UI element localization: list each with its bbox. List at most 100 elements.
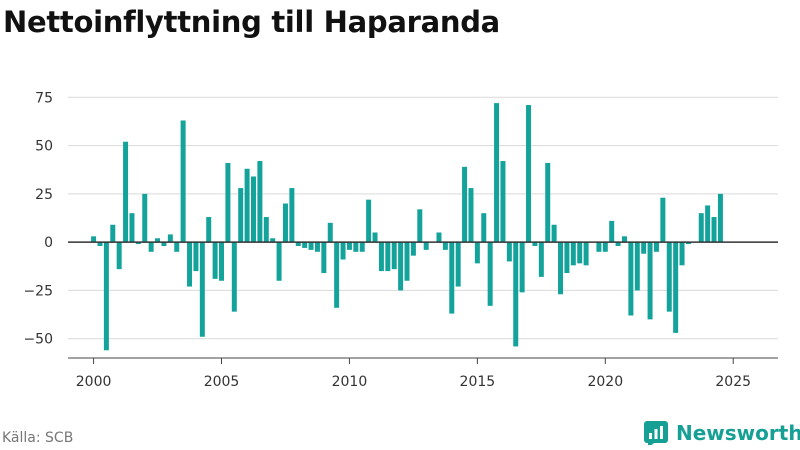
bar bbox=[346, 242, 352, 250]
bar bbox=[551, 224, 557, 243]
bar bbox=[615, 242, 621, 246]
bar bbox=[391, 242, 397, 270]
bar bbox=[711, 217, 717, 243]
bar bbox=[666, 242, 672, 312]
bar bbox=[609, 220, 615, 243]
bar bbox=[621, 236, 627, 243]
bar bbox=[417, 209, 423, 243]
bar bbox=[340, 242, 346, 260]
x-tick-label: 2010 bbox=[332, 374, 368, 390]
bar bbox=[500, 161, 506, 243]
x-tick-label: 2025 bbox=[715, 374, 751, 390]
y-tick-label: 25 bbox=[35, 187, 53, 203]
bar bbox=[596, 242, 602, 252]
bar bbox=[187, 242, 193, 287]
bar bbox=[308, 242, 314, 250]
bar bbox=[385, 242, 391, 272]
y-tick-label: 75 bbox=[35, 90, 53, 106]
bar bbox=[334, 242, 340, 308]
bar bbox=[282, 203, 288, 243]
bar bbox=[123, 141, 129, 243]
bar bbox=[103, 242, 109, 351]
bar bbox=[398, 242, 404, 291]
bar bbox=[673, 242, 679, 333]
bar bbox=[244, 168, 250, 243]
x-tick-label: 2000 bbox=[76, 374, 112, 390]
bar bbox=[602, 242, 608, 252]
bar bbox=[506, 242, 512, 262]
brand-logo: Newsworthy bbox=[644, 419, 800, 447]
bars bbox=[91, 103, 723, 351]
bar bbox=[212, 242, 218, 279]
y-tick-label: −50 bbox=[23, 332, 53, 348]
bar bbox=[129, 213, 135, 243]
bar bbox=[641, 242, 647, 254]
bar bbox=[238, 188, 244, 243]
bar bbox=[653, 242, 659, 252]
y-tick-label: −25 bbox=[23, 283, 53, 299]
bar bbox=[455, 242, 461, 287]
gridlines bbox=[68, 96, 778, 340]
bar bbox=[449, 242, 455, 314]
bar bbox=[353, 242, 359, 252]
x-tick-label: 2015 bbox=[460, 374, 496, 390]
bar bbox=[206, 217, 212, 243]
bar bbox=[321, 242, 327, 274]
bar bbox=[116, 242, 122, 270]
bar bbox=[174, 242, 180, 252]
bar bbox=[314, 242, 320, 252]
bar bbox=[91, 236, 97, 243]
x-tick-label: 2005 bbox=[204, 374, 240, 390]
bar bbox=[148, 242, 154, 252]
bar bbox=[155, 238, 161, 243]
bar bbox=[494, 103, 500, 243]
bar bbox=[161, 242, 167, 246]
bar bbox=[532, 242, 538, 246]
source-label: Källa: SCB bbox=[2, 430, 74, 446]
bar bbox=[468, 188, 474, 243]
bar bbox=[225, 162, 231, 243]
bar bbox=[251, 176, 256, 243]
bar bbox=[295, 242, 301, 246]
bar bbox=[583, 242, 589, 266]
bar bbox=[462, 166, 468, 243]
x-tick-label: 2020 bbox=[587, 374, 623, 390]
bar bbox=[199, 242, 205, 337]
bar bbox=[628, 242, 634, 316]
bar bbox=[135, 242, 141, 245]
bar bbox=[180, 120, 186, 243]
x-tick-labels: 2000 2005 2010 2015 2020 2025 bbox=[76, 358, 751, 390]
bar bbox=[327, 222, 333, 243]
bar bbox=[270, 238, 276, 243]
bar bbox=[577, 242, 583, 264]
y-tick-label: 50 bbox=[35, 139, 53, 155]
chart-title: Nettoinflyttning till Haparanda bbox=[3, 5, 500, 39]
bar bbox=[685, 242, 691, 245]
bar bbox=[705, 205, 711, 243]
bar bbox=[257, 161, 263, 243]
bar bbox=[474, 242, 480, 264]
bar bbox=[359, 242, 365, 252]
bar bbox=[410, 242, 416, 256]
bar bbox=[564, 242, 570, 274]
bar bbox=[289, 188, 295, 243]
bar bbox=[570, 242, 576, 266]
brand-name: Newsworthy bbox=[676, 421, 800, 445]
bar bbox=[263, 217, 269, 243]
bar bbox=[481, 213, 487, 243]
y-tick-label: 0 bbox=[44, 235, 53, 251]
bar bbox=[97, 242, 103, 246]
y-tick-labels: −50 −25 0 25 50 75 bbox=[23, 90, 53, 347]
bar bbox=[436, 232, 442, 243]
bar bbox=[679, 242, 685, 266]
bar bbox=[634, 242, 640, 291]
bar bbox=[219, 242, 225, 281]
bar bbox=[660, 197, 666, 243]
bar bbox=[193, 242, 199, 272]
bar bbox=[487, 242, 493, 306]
bar bbox=[142, 193, 148, 243]
bar bbox=[545, 162, 551, 243]
newsworthy-logo-icon bbox=[644, 421, 668, 445]
bar bbox=[558, 242, 564, 295]
